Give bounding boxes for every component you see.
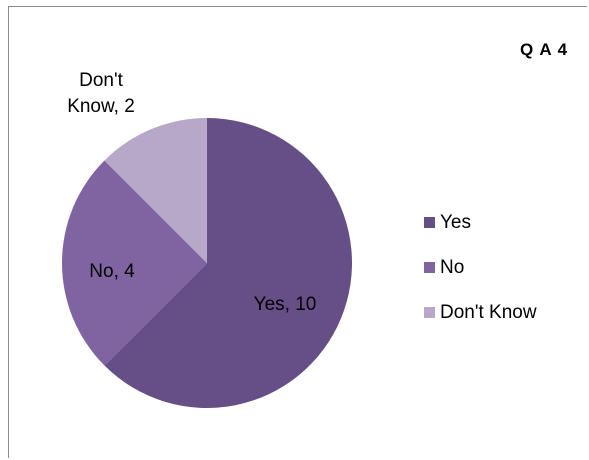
- legend-label-dont-know: Don't Know: [440, 301, 537, 323]
- legend-item-yes: Yes: [424, 200, 537, 245]
- chart-title: Q A 4: [520, 40, 569, 59]
- legend-item-no: No: [424, 245, 537, 290]
- legend-swatch-yes: [424, 217, 435, 228]
- legend-item-dont-know: Don't Know: [424, 290, 537, 335]
- data-label-yes: Yes, 10: [254, 294, 317, 315]
- pie-slice-yes: [104, 118, 353, 409]
- legend-swatch-no: [424, 262, 435, 273]
- legend: Yes No Don't Know: [424, 200, 537, 335]
- legend-swatch-dont-know: [424, 307, 435, 318]
- legend-label-yes: Yes: [440, 211, 471, 233]
- pie-slice-dont-know: [104, 118, 207, 263]
- pie-slice-no: [62, 160, 207, 366]
- data-label-no: No, 4: [89, 261, 135, 282]
- legend-label-no: No: [440, 256, 465, 278]
- data-label-dont-know: Don't Know, 2: [67, 70, 135, 117]
